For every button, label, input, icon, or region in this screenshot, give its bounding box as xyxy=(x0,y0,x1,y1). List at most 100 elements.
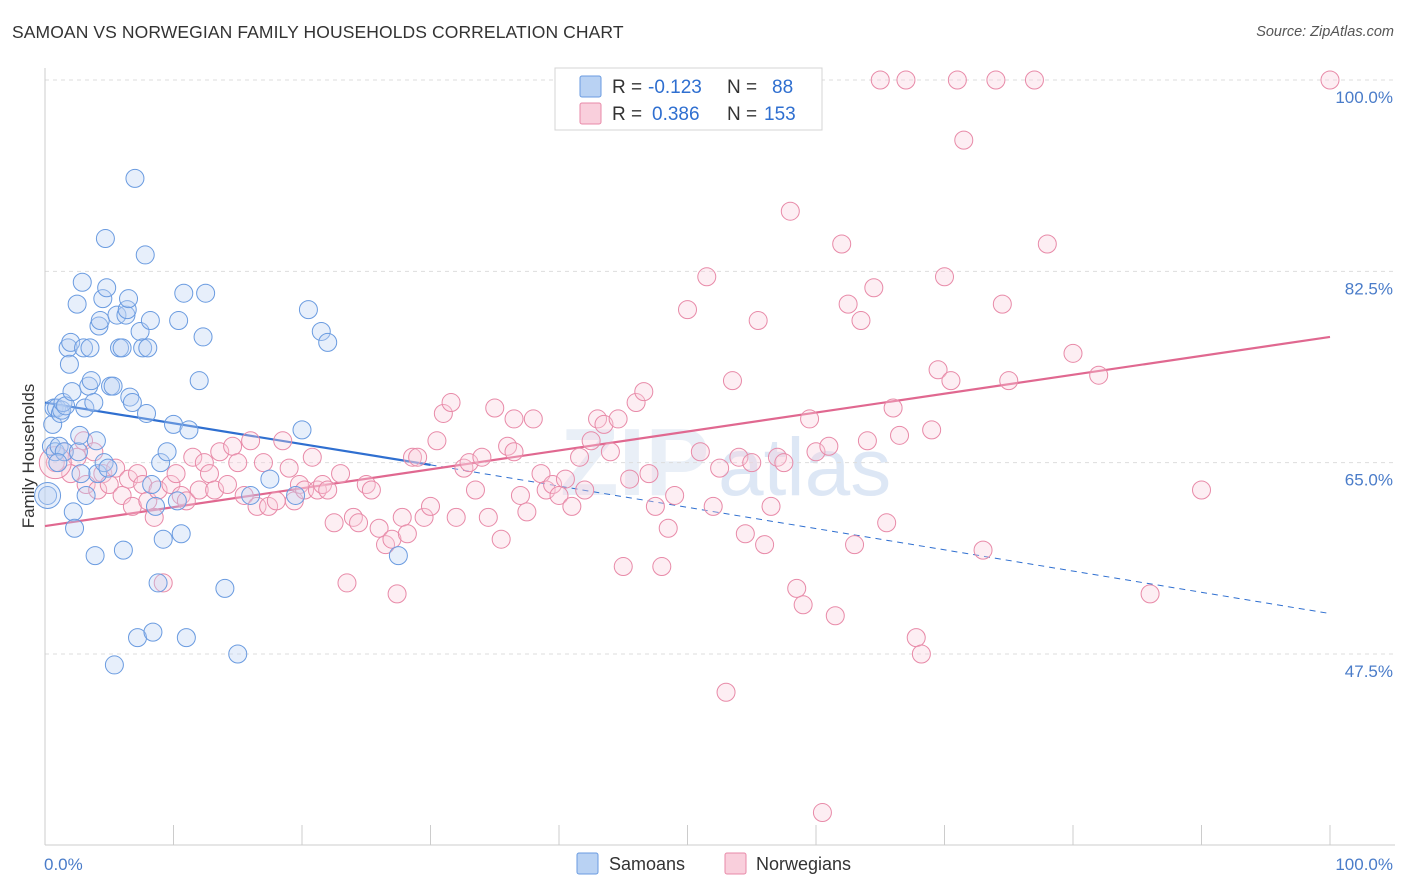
norwegian-point xyxy=(536,480,556,500)
samoan-point xyxy=(260,469,280,489)
samoan-point xyxy=(84,393,104,413)
norwegian-point xyxy=(302,447,322,467)
norwegian-point xyxy=(588,409,608,429)
norwegian-point xyxy=(761,496,781,516)
norwegian-point xyxy=(774,453,794,473)
samoan-point xyxy=(80,338,100,358)
norwegian-point xyxy=(279,458,299,478)
norwegian-point xyxy=(441,393,461,413)
samoan-point xyxy=(164,414,183,434)
legend: R = -0.123 N = 88 R = 0.386 N = 153 xyxy=(554,67,823,131)
norwegian-point xyxy=(241,431,261,451)
samoan-point xyxy=(112,338,132,358)
samoan-point xyxy=(48,453,68,473)
samoan-point xyxy=(128,628,148,648)
norwegian-point xyxy=(806,442,826,462)
norwegian-point xyxy=(665,485,685,505)
norwegian-point xyxy=(594,414,614,434)
legend-norwegian-swatch xyxy=(579,102,602,125)
samoan-point xyxy=(298,300,318,320)
samoan-point xyxy=(318,332,338,352)
y-tick-label: 47.5% xyxy=(1345,662,1393,681)
norwegian-point xyxy=(397,524,417,544)
norwegian-point xyxy=(851,311,871,331)
samoan-point xyxy=(176,628,196,648)
samoan-point xyxy=(63,502,83,522)
norwegian-point xyxy=(128,464,148,484)
norwegian-point xyxy=(427,431,447,451)
norwegian-point xyxy=(414,507,434,527)
samoan-point xyxy=(157,442,177,462)
bottom-legend-samoan-label: Samoans xyxy=(609,854,685,874)
samoan-point xyxy=(38,485,58,505)
norwegian-point xyxy=(639,464,659,484)
legend-norwegian-r-value: 0.386 xyxy=(652,104,700,125)
norwegian-point xyxy=(870,70,890,90)
norwegian-point xyxy=(575,480,595,500)
y-tick-label: 82.5% xyxy=(1345,279,1393,298)
norwegian-point xyxy=(973,540,993,560)
samoan-point xyxy=(133,338,153,358)
norwegian-point xyxy=(148,480,168,500)
norwegian-point xyxy=(343,507,363,527)
norwegian-point xyxy=(697,267,717,287)
norwegian-point xyxy=(1140,584,1160,604)
legend-samoan-r-value: -0.123 xyxy=(648,77,702,98)
norwegian-point xyxy=(153,573,173,593)
norwegian-point xyxy=(613,557,633,577)
samoan-point xyxy=(61,332,81,352)
norwegian-point xyxy=(1024,70,1044,90)
samoan-point xyxy=(97,278,117,298)
norwegian-point xyxy=(562,496,582,516)
norwegian-point xyxy=(504,409,524,429)
samoan-point xyxy=(196,283,216,303)
samoan-point xyxy=(54,442,74,462)
norwegian-point xyxy=(376,535,396,555)
norwegian-point xyxy=(645,496,665,516)
samoan-point xyxy=(76,485,96,505)
samoan-point xyxy=(174,283,194,303)
watermark-atlas: atlas xyxy=(718,422,891,513)
norwegian-point xyxy=(1063,343,1083,363)
norwegian-point xyxy=(392,507,412,527)
norwegian-point xyxy=(620,469,640,489)
norwegian-point xyxy=(403,447,423,467)
norwegian-point xyxy=(247,496,267,516)
samoan-point xyxy=(65,518,85,538)
y-tick-labels: 47.5% 65.0% 82.5% 100.0% xyxy=(1335,88,1393,681)
norwegian-point xyxy=(217,475,237,495)
samoan-point xyxy=(122,393,142,413)
bottom-legend-samoan-swatch xyxy=(576,852,599,875)
samoan-point xyxy=(67,294,87,314)
norwegian-point xyxy=(504,442,524,462)
norwegian-point xyxy=(307,480,327,500)
x-tick-label: 0.0% xyxy=(44,855,83,874)
samoan-point xyxy=(70,425,90,445)
norwegian-point xyxy=(543,475,563,495)
bottom-legend-norwegian-label: Norwegians xyxy=(756,854,851,874)
norwegian-point xyxy=(166,464,186,484)
norwegian-point xyxy=(1320,70,1340,90)
norwegian-point xyxy=(690,442,710,462)
norwegian-point xyxy=(954,130,974,150)
norwegian-point xyxy=(634,382,654,402)
samoan-point xyxy=(104,655,124,675)
norwegian-point xyxy=(465,480,485,500)
x-tick-label: 100.0% xyxy=(1335,855,1393,874)
chart-title: SAMOAN VS NORWEGIAN FAMILY HOUSEHOLDS CO… xyxy=(12,22,624,42)
norwegian-point xyxy=(703,496,723,516)
norwegian-point xyxy=(735,524,755,544)
axes xyxy=(44,68,1395,846)
norwegian-point xyxy=(722,371,742,391)
norwegian-points xyxy=(38,70,1340,823)
norwegian-point xyxy=(194,453,214,473)
samoan-point xyxy=(74,338,94,358)
samoan-point xyxy=(86,431,106,451)
samoan-point xyxy=(146,496,166,516)
norwegian-point xyxy=(106,458,126,478)
samoan-point xyxy=(62,382,82,402)
norwegian-point xyxy=(369,518,389,538)
norwegian-point xyxy=(549,485,569,505)
samoan-point xyxy=(228,644,248,664)
norwegian-point xyxy=(780,201,800,221)
